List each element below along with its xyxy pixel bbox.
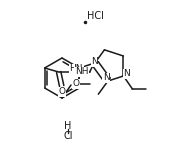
Text: N: N <box>123 69 130 79</box>
Text: HN: HN <box>70 64 83 74</box>
Text: H: H <box>64 121 72 131</box>
Text: Cl: Cl <box>63 131 73 141</box>
Text: O: O <box>58 87 65 96</box>
Text: O: O <box>73 79 80 88</box>
Text: N: N <box>103 74 109 82</box>
Text: NH: NH <box>75 67 88 77</box>
Text: N: N <box>91 57 98 66</box>
Text: HCl: HCl <box>87 11 104 21</box>
